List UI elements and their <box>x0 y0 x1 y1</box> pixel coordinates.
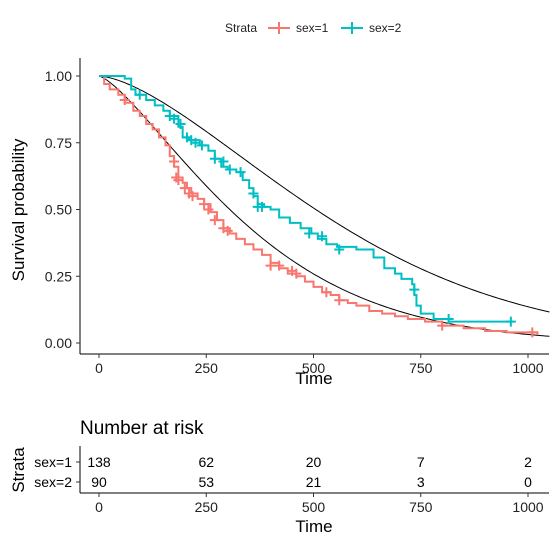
risk-table-title: Number at risk <box>80 418 204 439</box>
risk-count-sex-1: 62 <box>198 454 214 470</box>
risk-x-axis-title: Time <box>295 517 332 536</box>
risk-x-tick-label: 500 <box>302 499 326 515</box>
x-tick-label: 750 <box>409 360 433 376</box>
censor-mark-sex-1 <box>199 199 210 210</box>
risk-table: Number at risk Strata sex=1 138 62 20 7 2sex=… <box>9 418 549 536</box>
censor-mark-sex-2 <box>175 119 186 130</box>
risk-row-label-sex-2: sex=2 <box>34 474 72 490</box>
censor-mark-sex-1 <box>209 215 220 226</box>
censor-mark-sex-1 <box>334 295 345 306</box>
censor-mark-sex-2 <box>409 284 420 295</box>
censor-mark-sex-2 <box>218 156 229 167</box>
censor-mark-sex-2 <box>209 153 220 164</box>
censor-mark-sex-1 <box>222 225 233 236</box>
main-plot: 0.00 0.25 0.50 0.75 1.00 0 250 500 750 1000 Time… <box>9 58 550 388</box>
risk-x-tick-label: 0 <box>95 499 103 515</box>
risk-count-sex-1: 7 <box>417 454 425 470</box>
risk-x-tick-label: 1000 <box>512 499 543 515</box>
censor-mark-sex-1 <box>527 327 538 338</box>
x-axis-title: Time <box>295 369 332 388</box>
censor-mark-sex-2 <box>190 137 201 148</box>
risk-x-tick-label: 250 <box>195 499 219 515</box>
risk-y-axis-title: Strata <box>9 447 28 493</box>
censor-mark-sex-1 <box>203 204 214 215</box>
y-axis-ticks: 0.00 0.25 0.50 0.75 1.00 <box>45 68 80 351</box>
y-tick-label: 0.25 <box>45 268 72 284</box>
y-tick-label: 0.75 <box>45 135 72 151</box>
risk-count-sex-2: 3 <box>417 474 425 490</box>
y-axis-title: Survival probability <box>9 138 28 281</box>
risk-count-sex-2: 53 <box>198 474 214 490</box>
censor-mark-sex-2 <box>235 167 246 178</box>
legend-label-sex-2: sex=2 <box>369 21 402 35</box>
censor-mark-sex-1 <box>173 175 184 186</box>
risk-count-sex-2: 21 <box>306 474 322 490</box>
legend: Strata sex=1 sex=2 <box>225 21 402 35</box>
risk-row-label-sex-1: sex=1 <box>34 454 72 470</box>
censor-mark-sex-2 <box>505 316 516 327</box>
risk-x-axis-ticks: 0 250 500 750 1000 <box>95 493 544 515</box>
risk-x-tick-label: 750 <box>409 499 433 515</box>
risk-count-sex-1: 2 <box>524 454 532 470</box>
censor-mark-sex-1 <box>179 183 190 194</box>
censor-mark-sex-1 <box>169 156 180 167</box>
risk-count-sex-2: 0 <box>524 474 532 490</box>
survival-series <box>99 75 539 338</box>
risk-count-sex-1: 138 <box>87 454 111 470</box>
x-tick-label: 250 <box>195 360 219 376</box>
censor-mark-sex-1 <box>119 95 130 106</box>
y-tick-label: 0.50 <box>45 202 72 218</box>
censor-mark-sex-2 <box>443 313 454 324</box>
risk-count-sex-1: 20 <box>306 454 322 470</box>
fit-curve-sex-1 <box>98 75 550 337</box>
censor-mark-sex-2 <box>304 228 315 239</box>
risk-table-rows: sex=1 138 62 20 7 2 sex=2 90 53 21 3 0 <box>34 454 532 490</box>
x-tick-label: 1000 <box>512 360 543 376</box>
step-line-sex-1 <box>99 75 539 335</box>
censor-mark-sex-1 <box>321 287 332 298</box>
fitted-curves <box>98 75 550 337</box>
censor-mark-sex-2 <box>224 164 235 175</box>
x-axis-ticks: 0 250 500 750 1000 <box>95 354 544 376</box>
censor-mark-sex-1 <box>291 268 302 279</box>
x-tick-label: 0 <box>95 360 103 376</box>
censor-mark-sex-1 <box>274 260 285 271</box>
legend-entry-sex-2: sex=2 <box>341 21 402 35</box>
censor-mark-sex-2 <box>334 244 345 255</box>
censor-mark-sex-1 <box>187 191 198 202</box>
x-tick-label: 500 <box>302 360 326 376</box>
legend-entry-sex-1: sex=1 <box>268 21 329 35</box>
y-tick-label: 1.00 <box>45 68 72 84</box>
step-line-sex-2 <box>99 75 513 323</box>
y-tick-label: 0.00 <box>45 335 72 351</box>
fit-curve-sex-2 <box>98 75 550 313</box>
censor-mark-sex-1 <box>265 260 276 271</box>
legend-label-sex-1: sex=1 <box>296 21 329 35</box>
censor-mark-sex-2 <box>248 188 259 199</box>
censor-mark-sex-2 <box>196 140 207 151</box>
censor-mark-sex-2 <box>134 89 145 100</box>
risk-count-sex-2: 90 <box>91 474 107 490</box>
legend-title: Strata <box>225 21 257 35</box>
censor-mark-sex-1 <box>437 320 448 331</box>
censor-mark-sex-2 <box>169 113 180 124</box>
censor-mark-sex-2 <box>317 231 328 242</box>
censor-mark-sex-2 <box>257 201 268 212</box>
